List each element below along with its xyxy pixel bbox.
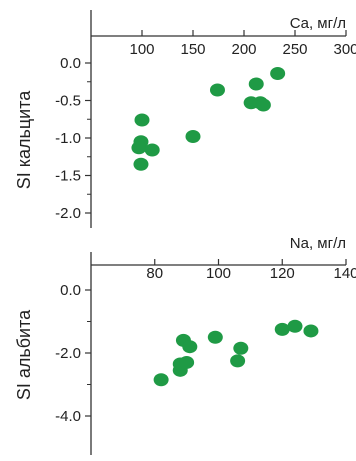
y-axis-title: SI кальцита [14, 90, 34, 190]
data-point [134, 113, 150, 127]
x-tick-label: 100 [206, 265, 231, 282]
data-point [255, 98, 271, 112]
y-tick-label: -1.0 [55, 130, 81, 147]
x-ticks: 100 150 200 250 300 [129, 30, 356, 58]
data-points [131, 67, 286, 171]
y-axis-title: SI альбита [14, 309, 34, 400]
x-tick-label: 120 [270, 265, 295, 282]
calcite-panel: Ca, мг/л SI кальцита 100 150 200 250 300 0.0… [14, 10, 356, 228]
x-tick-label: 150 [180, 41, 205, 58]
albite-panel: Na, мг/л SI альбита 80 100 120 140 0.0 -2.0 -… [14, 235, 356, 455]
x-axis-title: Ca, мг/л [290, 15, 346, 32]
x-tick-label: 100 [129, 41, 154, 58]
x-axis-title: Na, мг/л [290, 235, 346, 252]
x-tick-label: 80 [146, 265, 163, 282]
y-tick-label: -1.5 [55, 168, 81, 185]
data-point [185, 130, 201, 143]
x-tick-label: 200 [231, 41, 256, 58]
data-point [270, 67, 286, 80]
data-point [131, 141, 147, 155]
y-tick-label: -0.5 [55, 93, 81, 110]
data-point [233, 341, 249, 355]
data-point [230, 354, 246, 368]
data-point [144, 143, 160, 157]
data-point [303, 324, 319, 338]
y-tick-label: 0.0 [60, 55, 81, 72]
x-tick-label: 140 [333, 265, 356, 282]
data-points [153, 319, 319, 387]
y-ticks: 0.0 -0.5 -1.0 -1.5 -2.0 [55, 55, 91, 222]
x-ticks: 80 100 120 140 [146, 259, 356, 282]
data-point [179, 355, 195, 369]
data-point [182, 340, 198, 354]
data-point [274, 322, 290, 336]
y-tick-label: -4.0 [55, 408, 81, 425]
y-ticks: 0.0 -2.0 -4.0 [55, 282, 91, 425]
y-tick-label: -2.0 [55, 205, 81, 222]
data-point [248, 77, 264, 91]
data-point [207, 330, 223, 344]
data-point [153, 373, 169, 387]
data-point [209, 83, 225, 97]
x-tick-label: 300 [333, 41, 356, 58]
y-tick-label: -2.0 [55, 345, 81, 362]
data-point [287, 319, 303, 333]
y-tick-label: 0.0 [60, 282, 81, 299]
data-point [133, 157, 149, 171]
x-tick-label: 250 [282, 41, 307, 58]
